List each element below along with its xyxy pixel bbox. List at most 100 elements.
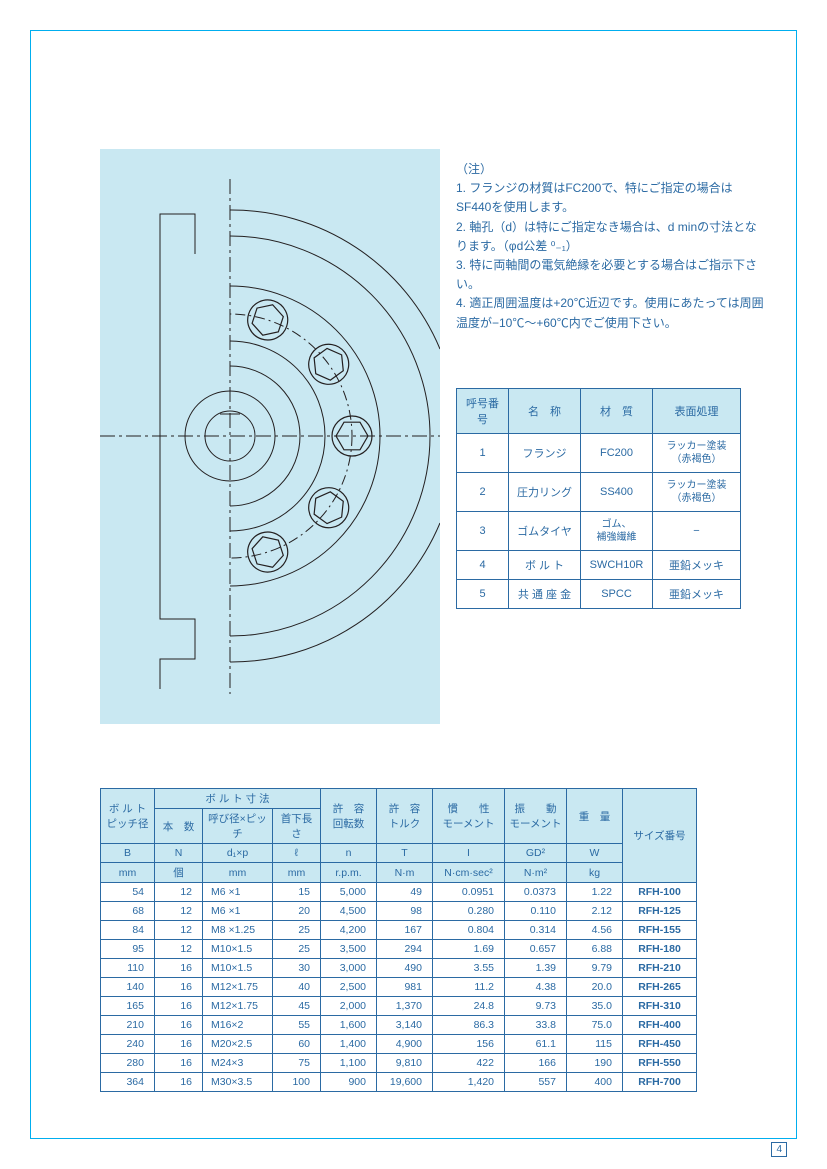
mat-td: ゴム、補強繊維 — [581, 512, 653, 551]
spec-th: W — [567, 844, 623, 863]
spec-td: 900 — [321, 1073, 377, 1092]
spec-th: mm — [101, 863, 155, 883]
spec-th: 慣 性モーメント — [433, 789, 505, 844]
spec-td: 11.2 — [433, 978, 505, 997]
spec-td: 3,500 — [321, 940, 377, 959]
spec-td: 0.314 — [505, 921, 567, 940]
spec-td: 1,100 — [321, 1054, 377, 1073]
spec-td: 3.55 — [433, 959, 505, 978]
spec-td: 1.69 — [433, 940, 505, 959]
material-table: 呼号番号 名 称 材 質 表面処理 1フランジFC200ラッカー塗装（赤褐色）2… — [456, 388, 741, 609]
spec-td: 4,500 — [321, 902, 377, 921]
spec-td: 165 — [101, 997, 155, 1016]
spec-td: 1,420 — [433, 1073, 505, 1092]
spec-td: M8 ×1.25 — [203, 921, 273, 940]
mat-td: 2 — [457, 473, 509, 512]
spec-td: 75 — [273, 1054, 321, 1073]
spec-th: 個 — [155, 863, 203, 883]
mat-th: 名 称 — [509, 389, 581, 434]
spec-td: M16×2 — [203, 1016, 273, 1035]
spec-td: 24.8 — [433, 997, 505, 1016]
spec-td: 30 — [273, 959, 321, 978]
spec-td: 16 — [155, 1054, 203, 1073]
spec-td: 4,200 — [321, 921, 377, 940]
spec-td: 9.79 — [567, 959, 623, 978]
spec-td: 45 — [273, 997, 321, 1016]
spec-td: 981 — [377, 978, 433, 997]
spec-th: B — [101, 844, 155, 863]
spec-td: 75.0 — [567, 1016, 623, 1035]
spec-td: 240 — [101, 1035, 155, 1054]
mat-td: SWCH10R — [581, 551, 653, 580]
spec-td: 95 — [101, 940, 155, 959]
spec-td: 0.657 — [505, 940, 567, 959]
spec-th: n — [321, 844, 377, 863]
mat-td: ゴムタイヤ — [509, 512, 581, 551]
spec-th: kg — [567, 863, 623, 883]
spec-td: 3,140 — [377, 1016, 433, 1035]
spec-td: 60 — [273, 1035, 321, 1054]
spec-td: 15 — [273, 883, 321, 902]
spec-td: 12 — [155, 940, 203, 959]
spec-th: 重 量 — [567, 789, 623, 844]
spec-th: 許 容トルク — [377, 789, 433, 844]
spec-td: 16 — [155, 997, 203, 1016]
spec-td: 0.110 — [505, 902, 567, 921]
spec-td: 20.0 — [567, 978, 623, 997]
spec-td: RFH-265 — [623, 978, 697, 997]
spec-td: 6.88 — [567, 940, 623, 959]
spec-th: I — [433, 844, 505, 863]
spec-td: 2.12 — [567, 902, 623, 921]
spec-td: 210 — [101, 1016, 155, 1035]
spec-td: 4.56 — [567, 921, 623, 940]
spec-td: 1,400 — [321, 1035, 377, 1054]
spec-th: T — [377, 844, 433, 863]
spec-td: RFH-210 — [623, 959, 697, 978]
spec-td: 35.0 — [567, 997, 623, 1016]
spec-td: M20×2.5 — [203, 1035, 273, 1054]
spec-td: 12 — [155, 902, 203, 921]
spec-th: N·m — [377, 863, 433, 883]
mat-th: 表面処理 — [653, 389, 741, 434]
spec-td: 68 — [101, 902, 155, 921]
mat-td: 圧力リング — [509, 473, 581, 512]
spec-td: 2,500 — [321, 978, 377, 997]
spec-td: M10×1.5 — [203, 959, 273, 978]
spec-td: 25 — [273, 940, 321, 959]
spec-td: M10×1.5 — [203, 940, 273, 959]
spec-th: GD² — [505, 844, 567, 863]
spec-td: M12×1.75 — [203, 997, 273, 1016]
spec-td: 4.38 — [505, 978, 567, 997]
spec-td: 190 — [567, 1054, 623, 1073]
spec-td: 12 — [155, 883, 203, 902]
spec-th: d₁×p — [203, 844, 273, 863]
spec-td: 20 — [273, 902, 321, 921]
spec-td: 110 — [101, 959, 155, 978]
spec-td: M24×3 — [203, 1054, 273, 1073]
spec-td: 12 — [155, 921, 203, 940]
flange-diagram — [100, 149, 440, 724]
spec-td: 9.73 — [505, 997, 567, 1016]
mat-td: ボ ル ト — [509, 551, 581, 580]
spec-td: RFH-550 — [623, 1054, 697, 1073]
spec-td: 1,370 — [377, 997, 433, 1016]
spec-td: 16 — [155, 1016, 203, 1035]
spec-td: RFH-450 — [623, 1035, 697, 1054]
spec-td: 40 — [273, 978, 321, 997]
mat-td: 1 — [457, 434, 509, 473]
spec-td: M6 ×1 — [203, 883, 273, 902]
notes-item: 4. 適正周囲温度は+20℃近辺です。使用にあたっては周囲温度が−10℃〜+60… — [456, 294, 766, 332]
mat-td: フランジ — [509, 434, 581, 473]
spec-td: 54 — [101, 883, 155, 902]
spec-td: 167 — [377, 921, 433, 940]
spec-th: 許 容回転数 — [321, 789, 377, 844]
spec-td: 16 — [155, 978, 203, 997]
spec-th: 本 数 — [155, 809, 203, 844]
spec-td: 0.804 — [433, 921, 505, 940]
spec-td: 2,000 — [321, 997, 377, 1016]
spec-td: 25 — [273, 921, 321, 940]
spec-td: 55 — [273, 1016, 321, 1035]
spec-th: N — [155, 844, 203, 863]
notes-item: 3. 特に両軸間の電気絶縁を必要とする場合はご指示下さい。 — [456, 256, 766, 294]
spec-td: 400 — [567, 1073, 623, 1092]
